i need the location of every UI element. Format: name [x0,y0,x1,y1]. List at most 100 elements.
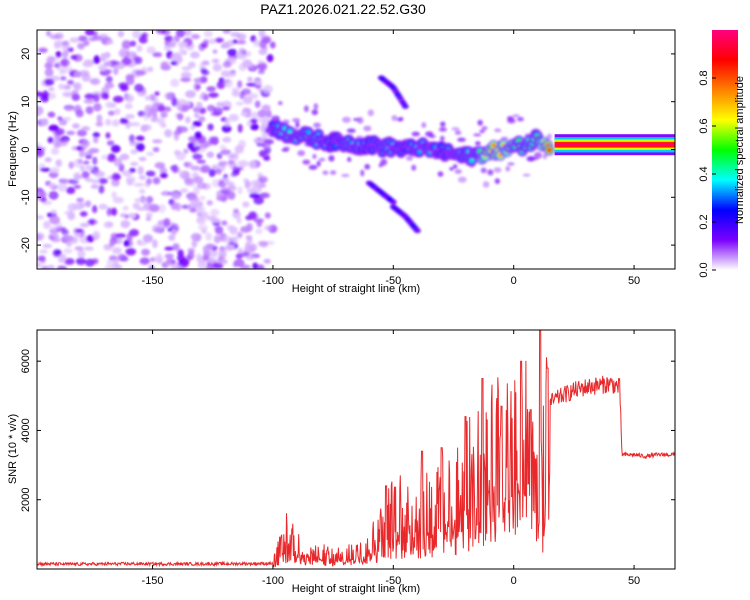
signal-scatter-blob [542,153,548,160]
noise-blob [100,92,109,100]
noise-blob [227,185,237,191]
noise-blob [134,56,143,65]
noise-blob [85,106,94,115]
noise-blob [171,192,181,201]
noise-blob [145,212,153,219]
signal-scatter-blob [292,117,301,123]
noise-blob [112,95,124,103]
noise-blob [196,211,202,217]
noise-blob [258,176,268,184]
noise-blob [57,116,63,121]
noise-blob [212,49,218,54]
noise-blob [74,232,81,238]
noise-blob [129,167,136,173]
noise-blob [172,243,180,251]
noise-blob [193,112,200,118]
signal-scatter-blob [428,134,436,139]
noise-blob [257,240,269,247]
noise-blob [120,84,129,92]
noise-blob [185,90,196,98]
signal-scatter-blob [313,103,319,110]
spectrogram-y-axis-label: Frequency (Hz) [7,111,19,187]
harmonic-blob [389,199,397,205]
noise-blob [113,196,124,204]
noise-blob [137,241,148,246]
noise-blob [127,51,136,59]
noise-blob [242,96,253,105]
noise-blob [173,132,180,141]
noise-blob [260,192,271,199]
noise-blob [124,103,133,110]
noise-blob [202,94,209,101]
noise-blob [93,103,102,112]
noise-blob [208,38,217,45]
noise-blob [139,257,151,265]
noise-blob [125,175,136,184]
noise-blob [249,93,259,99]
noise-blob [48,86,55,92]
noise-blob [208,257,217,264]
noise-blob [159,167,168,175]
x-tick-label: -150 [142,575,164,587]
noise-blob [164,45,171,51]
noise-blob [49,33,60,40]
noise-blob [192,106,201,113]
spectrogram-x-axis-label: Height of straight line (km) [292,283,420,295]
noise-blob [59,76,67,81]
noise-blob [196,101,203,109]
x-tick-label: 0 [511,275,517,287]
noise-blob [237,80,243,89]
noise-blob [181,66,192,71]
colorbar-axis: 0.0 0.2 0.4 0.6 0.8 [698,70,716,278]
noise-blob [63,248,73,254]
noise-blob [98,185,105,194]
noise-blob [176,125,183,135]
signal-scatter-blob [367,109,374,117]
noise-blob [203,30,213,38]
noise-blob [70,54,78,60]
noise-blob [156,253,163,261]
signal-scatter-blob [507,162,515,166]
noise-blob [106,140,115,146]
signal-scatter-blob [479,129,486,133]
noise-blob [78,35,88,42]
noise-blob [140,124,148,132]
noise-blob [182,104,190,110]
noise-blob [48,190,59,200]
noise-blob [61,44,71,51]
noise-blob [200,143,210,149]
noise-blob [253,196,265,205]
noise-blob [203,250,211,259]
noise-blob [75,109,84,118]
noise-blob [185,116,191,124]
noise-blob [170,78,180,88]
y-tick-label: 0 [20,146,32,152]
noise-blob [189,207,197,213]
colorbar-tick-label: 0.0 [698,262,710,277]
signal-scatter-blob [482,181,490,188]
noise-blob [170,53,181,62]
noise-blob [265,110,272,119]
noise-blob [66,186,76,195]
noise-blob [53,249,62,256]
noise-blob [230,172,237,177]
noise-blob [164,129,173,138]
noise-blob [85,200,92,208]
noise-blob [237,186,243,195]
noise-blob [81,126,91,132]
noise-blob [164,246,174,251]
noise-blob [269,41,276,49]
noise-blob [135,135,145,141]
noise-blob [37,106,44,116]
noise-blob [198,107,207,114]
noise-blob [184,30,192,37]
noise-blob [210,218,221,224]
noise-blob [258,150,267,158]
noise-blob [85,165,93,171]
noise-blob [62,91,73,98]
noise-blob [77,42,85,50]
noise-blob [74,70,82,78]
noise-blob [109,240,115,247]
noise-blob [79,222,90,228]
noise-blob [92,30,98,37]
